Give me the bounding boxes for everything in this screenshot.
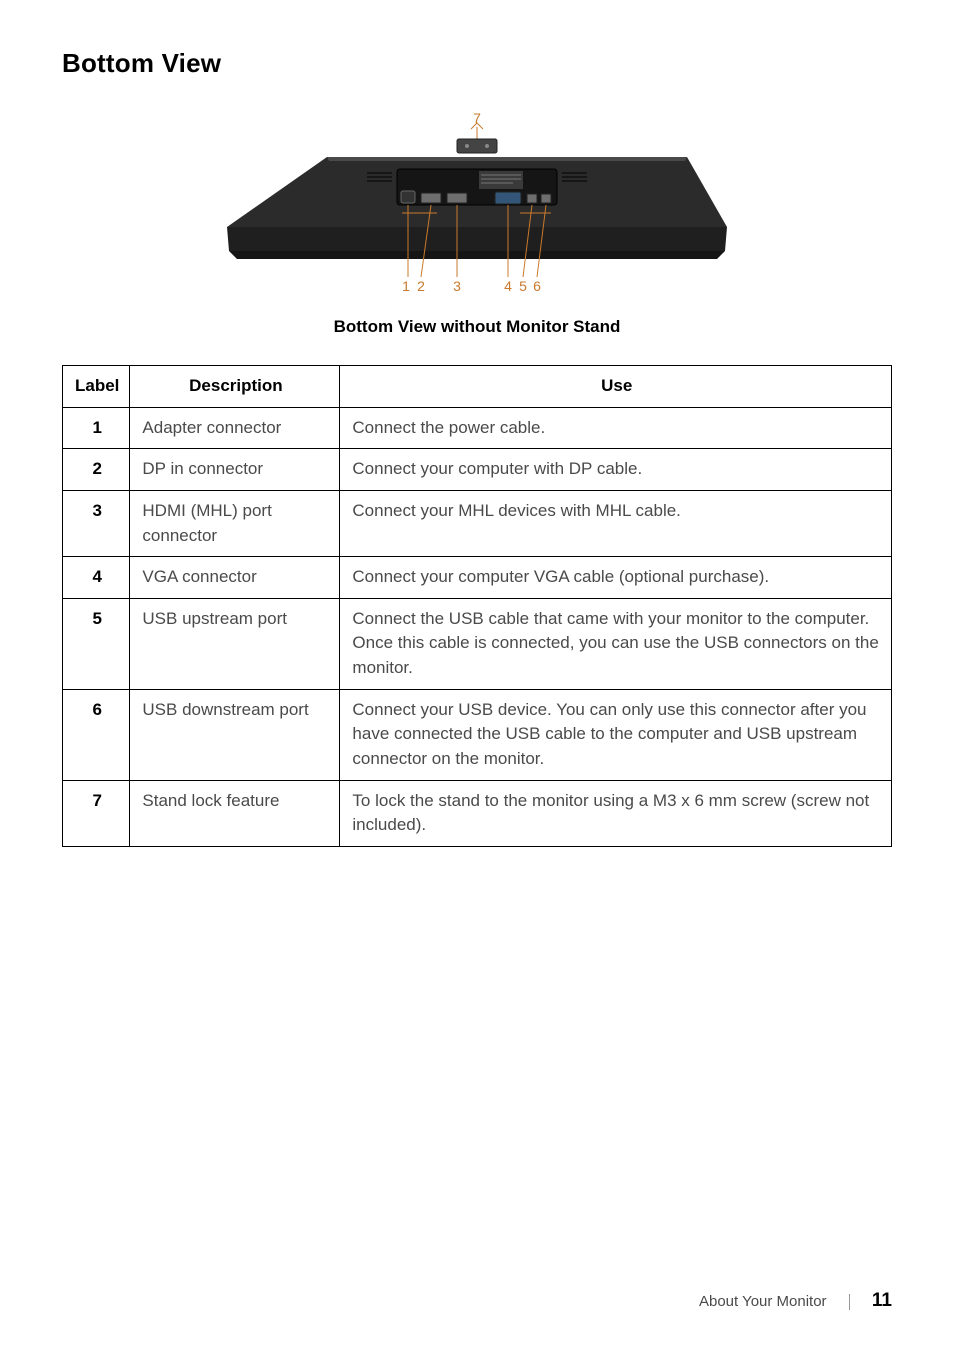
table-row: 3 HDMI (MHL) port connector Connect your… xyxy=(63,490,892,556)
callout-6: 6 xyxy=(533,278,541,294)
table-row: 6 USB downstream port Connect your USB d… xyxy=(63,689,892,780)
table-row: 1 Adapter connector Connect the power ca… xyxy=(63,407,892,449)
table-row: 2 DP in connector Connect your computer … xyxy=(63,449,892,491)
footer-section: About Your Monitor xyxy=(699,1293,827,1310)
callout-3: 3 xyxy=(453,278,461,294)
connector-table: Label Description Use 1 Adapter connecto… xyxy=(62,365,892,847)
cell-label: 6 xyxy=(63,689,130,780)
callout-2: 2 xyxy=(417,278,425,294)
th-label: Label xyxy=(63,366,130,408)
cell-use: Connect the USB cable that came with you… xyxy=(340,598,892,689)
cell-desc: VGA connector xyxy=(130,557,340,599)
section-title: Bottom View xyxy=(62,48,892,79)
callout-4: 4 xyxy=(504,278,512,294)
table-row: 7 Stand lock feature To lock the stand t… xyxy=(63,780,892,846)
cell-desc: DP in connector xyxy=(130,449,340,491)
figure-container: 7 xyxy=(62,109,892,337)
callout-1: 1 xyxy=(402,278,410,294)
monitor-bottom-figure: 7 xyxy=(217,109,737,299)
cell-label: 1 xyxy=(63,407,130,449)
cell-desc: HDMI (MHL) port connector xyxy=(130,490,340,556)
cell-use: Connect your computer with DP cable. xyxy=(340,449,892,491)
cell-desc: Adapter connector xyxy=(130,407,340,449)
page-number: 11 xyxy=(872,1290,892,1311)
cell-desc: USB upstream port xyxy=(130,598,340,689)
cell-use: Connect the power cable. xyxy=(340,407,892,449)
cell-use: Connect your USB device. You can only us… xyxy=(340,689,892,780)
callout-5: 5 xyxy=(519,278,527,294)
cell-use: Connect your computer VGA cable (optiona… xyxy=(340,557,892,599)
th-use: Use xyxy=(340,366,892,408)
th-description: Description xyxy=(130,366,340,408)
cell-use: To lock the stand to the monitor using a… xyxy=(340,780,892,846)
cell-desc: USB downstream port xyxy=(130,689,340,780)
page-footer: About Your Monitor 11 xyxy=(699,1290,892,1312)
figure-caption: Bottom View without Monitor Stand xyxy=(62,317,892,337)
cell-label: 4 xyxy=(63,557,130,599)
cell-desc: Stand lock feature xyxy=(130,780,340,846)
cell-label: 5 xyxy=(63,598,130,689)
table-row: 5 USB upstream port Connect the USB cabl… xyxy=(63,598,892,689)
cell-label: 2 xyxy=(63,449,130,491)
cell-use: Connect your MHL devices with MHL cable. xyxy=(340,490,892,556)
cell-label: 7 xyxy=(63,780,130,846)
table-row: 4 VGA connector Connect your computer VG… xyxy=(63,557,892,599)
footer-separator xyxy=(849,1294,850,1310)
cell-label: 3 xyxy=(63,490,130,556)
